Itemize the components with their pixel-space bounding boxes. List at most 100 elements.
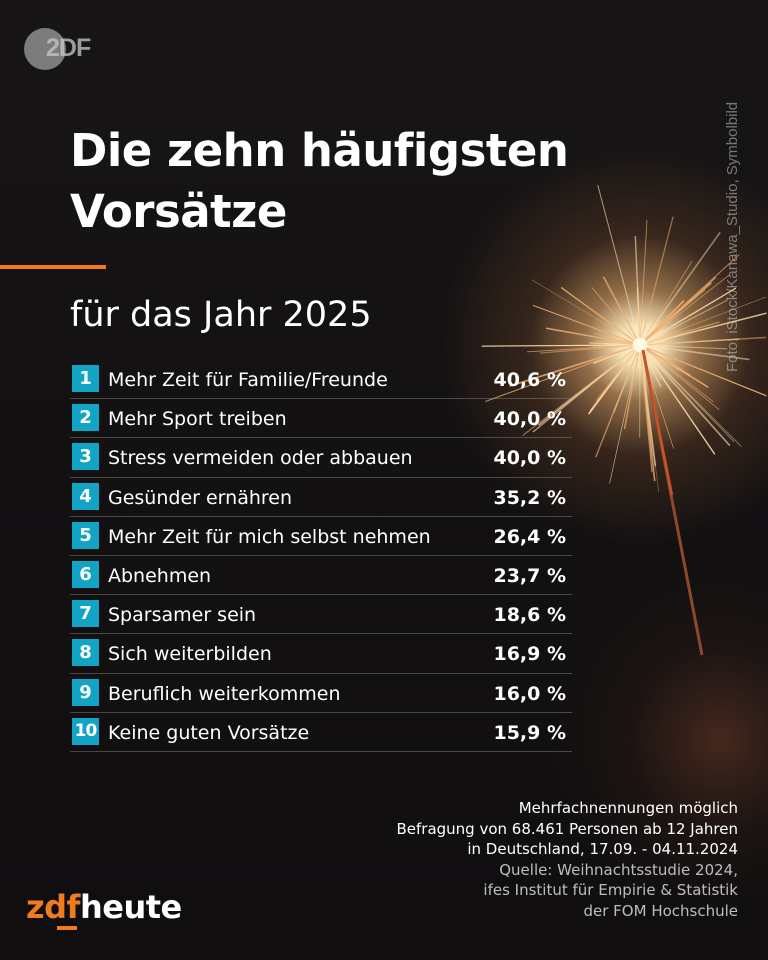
spark-ray [540,344,633,354]
spark-ray [509,346,634,387]
zdfheute-logo: zdfheute [26,887,182,927]
spark-ray [645,350,742,447]
footnote-line: Mehrfachnennungen möglich [518,799,738,817]
spark-ray [640,352,657,467]
spark-ray [532,304,634,343]
spark-ray [647,344,728,350]
brand-zdf: zdf [26,888,80,926]
percentage-value: 18,6 % [493,604,566,627]
rank-badge: 3 [72,443,99,471]
spark-ray [595,340,633,345]
rank-badge: 2 [72,404,99,432]
table-row: 9 Beruflich weiterkommen 16,0 % [70,674,572,713]
table-row: 1 Mehr Zeit für Familie/Freunde 40,6 % [70,360,572,400]
resolution-label: Stress vermeiden oder abbauen [108,447,413,470]
spark-ray [647,336,767,346]
table-row: 8 Sich weiterbilden 16,9 % [70,634,572,674]
spark-ray [645,274,731,341]
ranking-table: 1 Mehr Zeit für Familie/Freunde 40,6 % 2 Meh… [70,360,572,752]
source-line: Quelle: Weihnachtsstudie 2024, [499,860,738,879]
rank-badge: 10 [72,717,99,745]
spark-ray [481,344,633,347]
percentage-value: 16,0 % [493,682,566,705]
spark-ray [647,345,750,361]
resolution-label: Mehr Sport treiben [108,408,287,431]
zdf-logo-circle [24,28,66,70]
rank-badge: 7 [72,600,99,628]
spark-ray [640,219,648,338]
spark-ray [609,352,639,484]
spark-ray [595,351,638,458]
table-row: 10 Keine guten Vorsätze 15,9 % [70,713,572,752]
spark-ray [560,287,635,341]
percentage-value: 40,0 % [493,408,566,431]
resolution-label: Abnehmen [108,564,212,587]
rank-badge: 4 [72,482,99,510]
footnote: Mehrfachnennungen möglich Befragung von … [298,798,738,921]
table-row: 5 Mehr Zeit für mich selbst nehmen 26,4 % [70,517,572,556]
spark-ray [641,216,674,338]
footnote-line: Befragung von 68.461 Personen ab 12 Jahr… [396,819,738,838]
table-row: 2 Mehr Sport treiben 40,0 % [70,399,572,439]
spark-ray [645,289,706,341]
percentage-value: 35,2 % [493,486,566,509]
sparkler-image [481,184,767,656]
accent-line [0,265,106,269]
spark-ray [647,296,767,343]
spark-ray [646,287,737,342]
page-title: Die zehn häufigsten Vorsätze [70,124,569,238]
footnote-line: in Deutschland, 17.09. - 04.11.2024 [467,840,738,858]
resolution-label: Beruflich weiterkommen [108,682,341,705]
spark-ray [644,350,731,446]
spark-ray [646,347,767,397]
rank-badge: 9 [72,678,99,706]
zdf-logo: 2DF [46,34,91,62]
percentage-value: 40,6 % [493,369,566,391]
spark-ray [531,279,634,342]
spark-ray [594,332,633,344]
spark-ray [643,231,721,340]
resolution-label: Mehr Zeit für mich selbst nehmen [108,525,431,548]
spark-ray [645,254,740,341]
percentage-value: 16,9 % [493,643,566,666]
resolution-label: Sparsamer sein [108,604,257,627]
spark-ray [623,352,640,430]
spark-ray [647,312,767,345]
spark-ray [644,300,685,341]
spark-ray [588,350,637,415]
resolution-label: Sich weiterbilden [108,643,272,666]
table-row: 6 Abnehmen 23,7 % [70,556,572,596]
table-row: 7 Sparsamer sein 18,6 % [70,595,572,635]
rank-badge: 8 [72,639,99,667]
rank-badge: 1 [72,365,99,392]
spark-ray [646,348,709,388]
source-line: der FOM Hochschule [583,901,738,920]
spark-ray [485,347,634,402]
brand-heute: heute [79,888,182,926]
spark-ray [634,235,641,338]
resolution-label: Mehr Zeit für Familie/Freunde [108,369,388,391]
percentage-value: 40,0 % [493,447,566,470]
spark-ray [532,349,635,433]
sparkler-glow-stick [641,349,674,496]
table-row: 4 Gesünder ernähren 35,2 % [70,478,572,517]
spark-ray [647,321,720,344]
spark-ray [645,349,714,403]
spark-ray [589,342,633,346]
page-subtitle: für das Jahr 2025 [70,295,372,335]
source-line: ifes Institut für Empirie & Statistik [483,881,738,899]
spark-ray [642,351,662,388]
percentage-value: 26,4 % [493,525,566,548]
spark-ray [643,260,693,339]
resolution-label: Gesünder ernähren [108,486,293,509]
percentage-value: 15,9 % [493,721,566,744]
percentage-value: 23,7 % [493,564,566,587]
rank-badge: 6 [72,560,99,588]
spark-ray [597,184,639,338]
spark-ray [643,350,716,455]
spark-ray [545,327,633,345]
rank-badge: 5 [72,521,99,549]
spark-ray [593,347,634,364]
spark-ray [645,350,735,442]
spark-ray [591,287,636,340]
